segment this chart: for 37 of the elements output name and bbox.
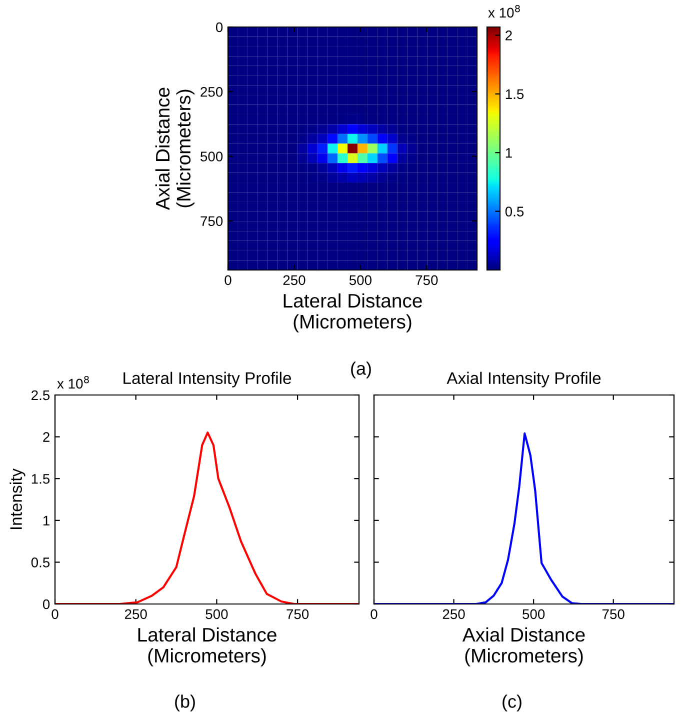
- x-tick-label: 500: [522, 609, 545, 620]
- x-tick-label: 750: [416, 275, 438, 286]
- y-tick-label: 1.5: [32, 474, 50, 484]
- x-tick-label: 750: [286, 609, 309, 620]
- y-tick-label: 0: [42, 599, 50, 610]
- y-tick-label: 750: [200, 216, 223, 226]
- x-tick-label: 250: [283, 275, 306, 286]
- color-bar-label: 2: [506, 30, 512, 40]
- color-bar-label: 1.5: [506, 89, 524, 100]
- y-tick-label: 2: [43, 432, 50, 442]
- y-tick-label: 500: [200, 152, 223, 162]
- x-axis-title: Lateral Distance (Micrometers): [284, 293, 422, 332]
- x-tick-label: 250: [124, 609, 147, 620]
- x-tick-label: 500: [349, 275, 372, 286]
- chart-title: Lateral Intensity Profile: [124, 372, 292, 388]
- text: (a): [351, 362, 371, 378]
- color-bar-label: 0.5: [505, 206, 524, 216]
- x-axis-title: Lateral Distance (Micrometers): [138, 627, 276, 666]
- color-bar-label: 1: [506, 148, 512, 158]
- y-axis-title: Axial Distance (Micrometers): [155, 88, 194, 210]
- chart-title: Axial Intensity Profile: [446, 372, 601, 388]
- x-tick-label: 0: [370, 609, 378, 620]
- text: x 10$^{8}$: [488, 4, 520, 18]
- text: (c): [502, 694, 522, 712]
- y-tick-label: 1: [43, 516, 50, 526]
- text: x 10$^{8}$: [57, 376, 89, 389]
- x-tick-label: 750: [602, 609, 624, 620]
- y-tick-label: 2.5: [32, 390, 50, 400]
- x-tick-label: 0: [52, 609, 58, 620]
- y-tick-label: 0: [216, 22, 223, 32]
- x-axis-title: Axial Distance (Micrometers): [462, 627, 585, 666]
- y-tick-label: 0.5: [31, 558, 50, 568]
- x-tick-label: 250: [442, 609, 465, 620]
- x-tick-label: 0: [224, 275, 232, 286]
- text: (b): [175, 694, 195, 712]
- y-axis-title: Intensity: [10, 468, 26, 529]
- y-tick-label: 250: [200, 86, 223, 97]
